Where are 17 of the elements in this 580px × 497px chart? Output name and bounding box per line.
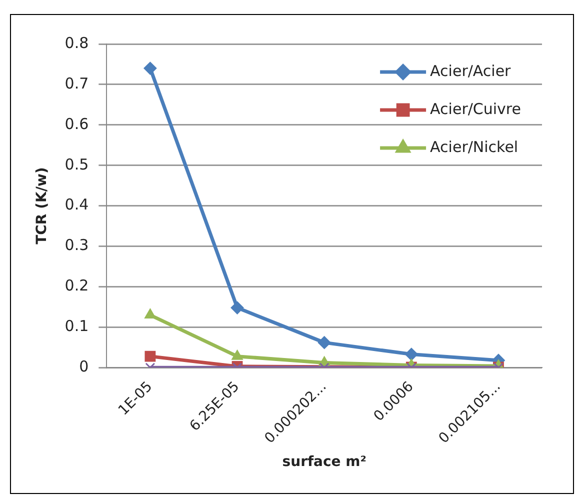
y-tick-label: 0.8 [64,34,89,52]
legend-label: Acier/Acier [430,62,512,80]
y-tick-label: 0.4 [64,196,89,214]
y-tick-label: 0 [79,358,89,376]
y-tick-label: 0.5 [64,155,89,174]
point [144,62,157,75]
y-tick-label: 0.3 [64,236,89,254]
point [144,308,156,319]
legend-label: Acier/Cuivre [430,100,521,118]
legend-label: Acier/Nickel [430,138,518,156]
y-tick-label: 0.7 [64,74,89,92]
y-tick-label: 0.2 [64,276,89,295]
y-tick-label: 0.6 [64,114,89,133]
y-tick-label: 0.1 [64,317,89,336]
y-axis-title: TCR (K/w) [34,167,50,244]
point [232,350,243,360]
x-axis-title: surface m² [282,454,366,470]
